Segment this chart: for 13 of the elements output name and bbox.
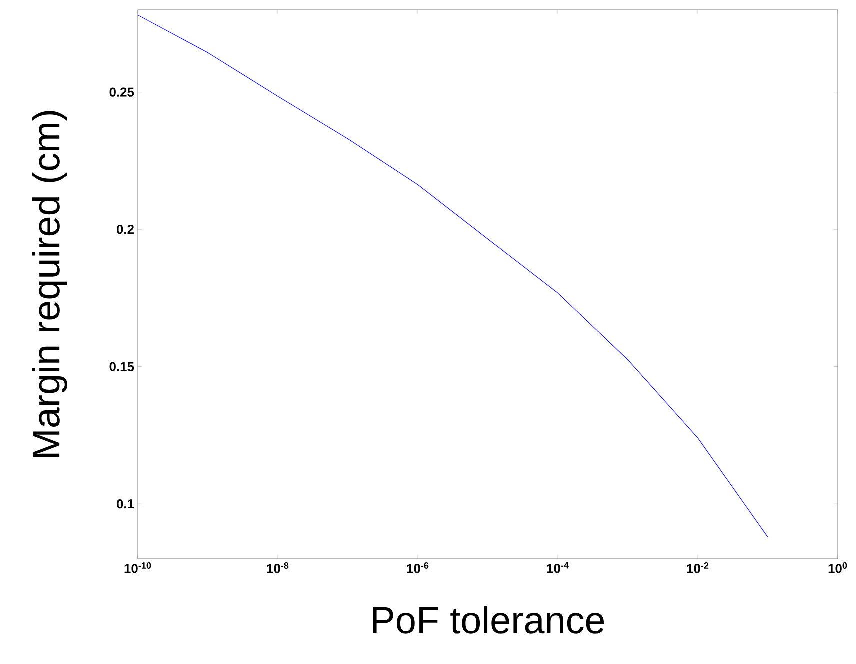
x-tick-label: 10$^{-2}$: [687, 562, 709, 574]
y-tick-label: 0.15: [110, 362, 134, 372]
x-axis-title: PoF tolerance: [373, 606, 604, 634]
x-tick-label: 10$^{-8}$: [267, 562, 289, 574]
x-tick-label: 10$^{-4}$: [547, 562, 569, 574]
x-tick-label: 10$^{-6}$: [407, 562, 429, 574]
y-axis-title: Margin required (cm): [32, 111, 68, 458]
y-tick-label: 0.25: [110, 88, 134, 97]
x-tick-label: 10$^{-10}$: [124, 562, 152, 574]
y-tick-label: 0.2: [116, 225, 134, 234]
y-tick-label: 0.1: [116, 500, 134, 509]
line-series: [138, 14, 768, 538]
x-tick-label: 10$^{0}$: [828, 562, 848, 574]
